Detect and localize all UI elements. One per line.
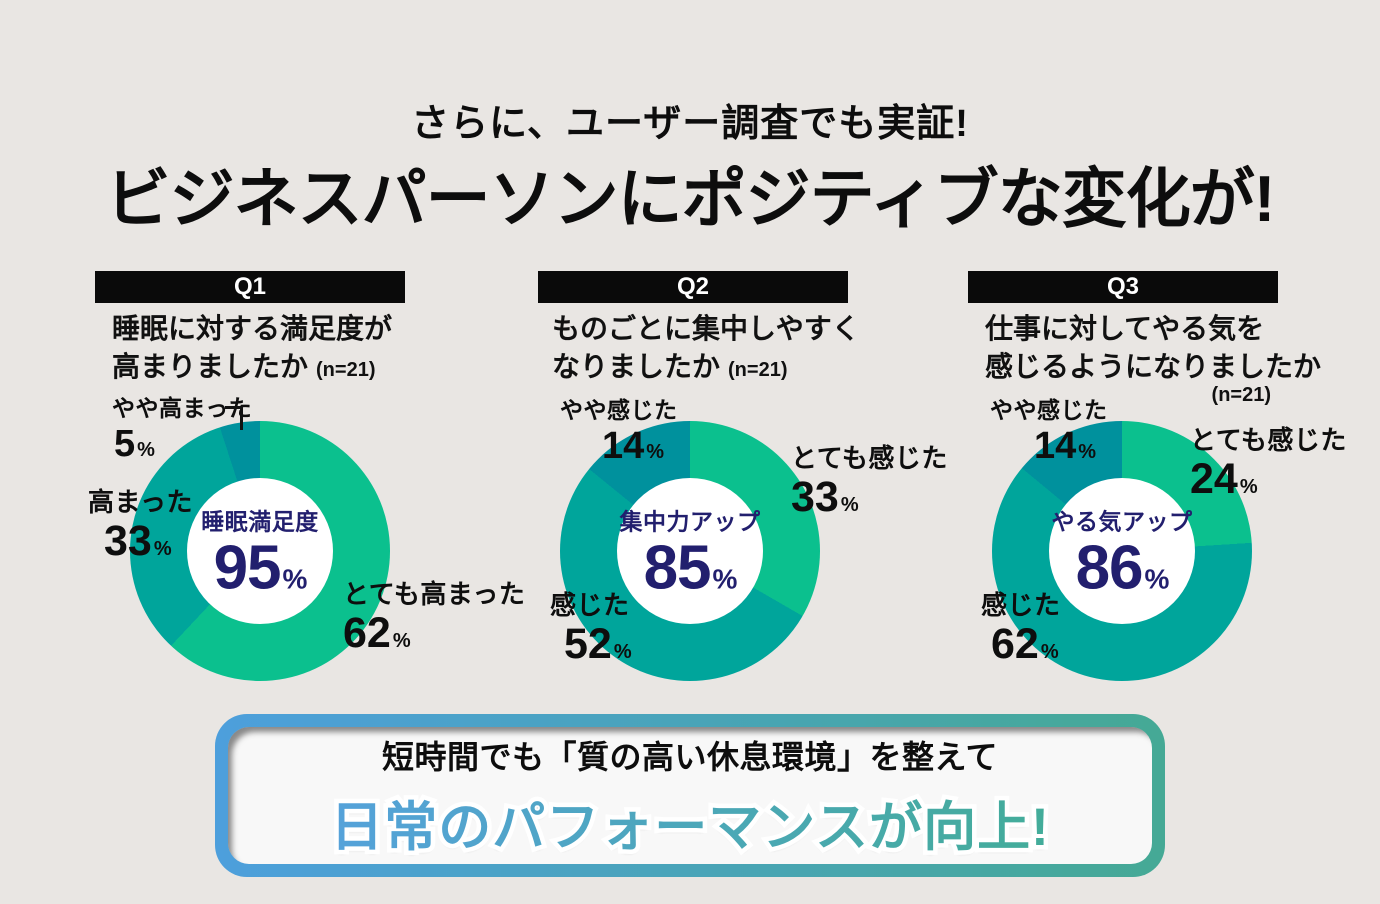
q2-question: ものごとに集中しやすく なりましたか (n=21): [552, 310, 860, 385]
q2-question-line2: なりましたか: [552, 350, 721, 382]
q1-center-percent-sign: %: [282, 563, 308, 595]
q1-badge-label: Q1: [233, 273, 266, 300]
q3-label-slightly-felt-value: 14: [1034, 425, 1077, 467]
q1-label-greatly-improved-value-row: 62%: [343, 612, 525, 655]
q2-center-label: 集中力アップ: [619, 508, 761, 535]
q2-label-strongly-felt-value: 33: [791, 473, 839, 521]
q2-badge-label: Q2: [676, 273, 709, 300]
q2-sample-size: (n=21): [728, 358, 788, 381]
q1-leader-line: [225, 406, 243, 430]
q2-donut-hole: [617, 478, 763, 624]
q3-center-value-row: 86%: [1052, 536, 1193, 599]
q3-label-felt-text: 感じた: [981, 590, 1061, 620]
q2-center-text: 集中力アップ 85%: [620, 502, 761, 599]
q1-label-improved-text: 高まった: [88, 487, 193, 517]
q3-center-text: やる気アップ 86%: [1052, 502, 1193, 599]
q3-donut-hole: [1049, 478, 1195, 624]
q3-label-strongly-felt: とても感じた 24%: [1190, 427, 1347, 501]
q1-label-slightly-improved: やや高まった 5%: [112, 395, 253, 464]
q3-label-slightly-felt-text: やや感じた: [990, 397, 1108, 423]
q2-label-felt-text: 感じた: [550, 590, 630, 620]
q3-label-strongly-felt-text: とても感じた: [1190, 425, 1347, 455]
conclusion-line2-outline: 日常のパフォーマンスが向上!: [326, 785, 1054, 862]
q1-center-value-row: 95%: [201, 536, 319, 599]
q2-label-slightly-felt-text: やや感じた: [560, 397, 678, 423]
q1-question-line1: 睡眠に対する満足度が: [112, 313, 393, 344]
q1-percent-sign-1: %: [137, 439, 155, 461]
q3-label-slightly-felt-value-row: 14%: [1034, 427, 1108, 465]
q1-question: 睡眠に対する満足度が 高まりましたか (n=21): [112, 310, 392, 385]
q2-label-felt-value-row: 52%: [564, 623, 632, 666]
q3-center-percent-sign: %: [1144, 563, 1170, 595]
conclusion-line2: 日常のパフォーマンスが向上! 日常のパフォーマンスが向上!: [326, 785, 1054, 862]
q1-percent-sign-2: %: [153, 538, 172, 560]
q1-label-slightly-improved-text: やや高まった: [112, 395, 253, 421]
q1-label-improved-value: 33: [104, 517, 152, 565]
q2-center-value: 85: [643, 533, 712, 603]
q1-donut-chart: 睡眠満足度 95%: [130, 421, 390, 681]
q3-donut-chart: やる気アップ 86%: [992, 421, 1252, 681]
q1-center-text: 睡眠満足度 95%: [201, 502, 319, 599]
q3-percent-sign-3: %: [1040, 641, 1059, 663]
q2-label-felt: 感じた 52%: [550, 592, 632, 666]
q1-percent-sign-3: %: [392, 630, 411, 652]
q3-question-line2: 感じるようになりましたか: [985, 350, 1322, 382]
q2-percent-sign-3: %: [613, 641, 632, 663]
q3-center-label: やる気アップ: [1051, 508, 1193, 535]
q2-label-strongly-felt: とても感じた 33%: [791, 445, 948, 519]
conclusion-banner-inner: 短時間でも「質の高い休息環境」を整えて 日常のパフォーマンスが向上! 日常のパフ…: [228, 727, 1152, 864]
q2-label-slightly-felt-value-row: 14%: [602, 427, 678, 465]
q3-label-strongly-felt-value: 24: [1190, 455, 1238, 503]
q3-question-line1: 仕事に対してやる気を: [985, 313, 1265, 344]
q1-center-label: 睡眠満足度: [201, 508, 319, 535]
conclusion-line2-gradient-text: 日常のパフォーマンスが向上!: [330, 798, 1050, 857]
q2-badge: Q2: [538, 271, 848, 303]
q3-center-value: 86: [1075, 533, 1144, 603]
q1-badge: Q1: [95, 271, 405, 303]
q3-question: 仕事に対してやる気を 感じるようになりましたか (n=21): [985, 310, 1321, 407]
q1-label-greatly-improved: とても高まった 62%: [343, 581, 525, 655]
q1-label-improved: 高まった 33%: [88, 489, 193, 563]
q2-label-slightly-felt-value: 14: [602, 425, 645, 467]
q3-badge: Q3: [968, 271, 1278, 303]
q2-center-percent-sign: %: [712, 563, 738, 595]
q1-label-slightly-improved-value-row: 5%: [114, 425, 252, 463]
q3-badge-label: Q3: [1106, 273, 1139, 300]
q2-donut-chart: 集中力アップ 85%: [560, 421, 820, 681]
q1-label-greatly-improved-text: とても高まった: [343, 579, 526, 609]
q3-label-felt: 感じた 62%: [981, 592, 1061, 666]
q3-label-slightly-felt: やや感じた 14%: [990, 397, 1108, 466]
q3-sample-size: (n=21): [1211, 384, 1271, 407]
conclusion-line1: 短時間でも「質の高い休息環境」を整えて: [382, 739, 998, 775]
q3-label-felt-value: 62: [991, 620, 1039, 668]
q2-percent-sign-1: %: [646, 441, 665, 463]
q2-question-line1: ものごとに集中しやすく: [552, 313, 860, 344]
q3-percent-sign-2: %: [1239, 476, 1258, 498]
q1-donut-hole: [187, 478, 333, 624]
q2-percent-sign-2: %: [840, 494, 859, 516]
q1-label-slightly-improved-value: 5: [114, 423, 136, 465]
q2-label-slightly-felt: やや感じた 14%: [560, 397, 678, 466]
q1-label-greatly-improved-value: 62: [343, 609, 391, 657]
q2-label-strongly-felt-text: とても感じた: [791, 443, 948, 473]
q2-label-strongly-felt-value-row: 33%: [791, 476, 948, 519]
q2-center-value-row: 85%: [620, 536, 761, 599]
q1-question-line2: 高まりましたか: [112, 350, 309, 382]
q2-label-felt-value: 52: [564, 620, 612, 668]
page-subtitle: さらに、ユーザー調査でも実証!: [411, 103, 969, 145]
q1-sample-size: (n=21): [316, 358, 376, 381]
q1-label-improved-value-row: 33%: [104, 520, 193, 563]
q3-label-felt-value-row: 62%: [991, 623, 1061, 666]
q3-label-strongly-felt-value-row: 24%: [1190, 458, 1347, 501]
q3-percent-sign-1: %: [1078, 441, 1097, 463]
conclusion-banner: 短時間でも「質の高い休息環境」を整えて 日常のパフォーマンスが向上! 日常のパフ…: [215, 714, 1165, 877]
q1-center-value: 95: [213, 533, 282, 603]
page-title: ビジネスパーソンにポジティブな変化が!: [105, 162, 1276, 235]
